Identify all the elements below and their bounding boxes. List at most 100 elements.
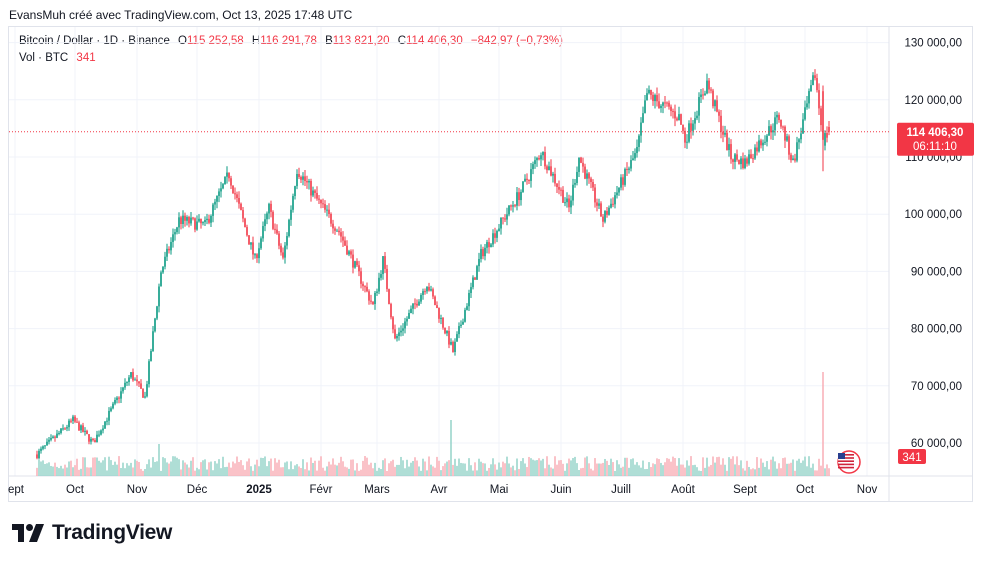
candle-body bbox=[610, 203, 612, 208]
candle-body bbox=[250, 242, 252, 245]
candle bbox=[78, 420, 80, 431]
candle-body bbox=[548, 166, 550, 171]
volume-bar bbox=[160, 470, 162, 476]
candle bbox=[744, 155, 746, 170]
candle bbox=[298, 167, 300, 179]
candle-body bbox=[628, 168, 630, 170]
candle-body bbox=[738, 159, 740, 165]
candle bbox=[736, 149, 738, 162]
volume-bar bbox=[424, 461, 426, 476]
volume-bar bbox=[402, 460, 404, 476]
candle-body bbox=[212, 204, 214, 216]
candle bbox=[638, 134, 640, 152]
candle bbox=[198, 214, 200, 223]
candle-body bbox=[82, 425, 84, 432]
volume-label[interactable]: Vol · BTC bbox=[19, 52, 69, 64]
last-price-value: 114 406,30 bbox=[907, 127, 964, 139]
symbol-legend[interactable]: Bitcoin / Dollar · 1D · Binance O115 252… bbox=[19, 35, 563, 47]
volume-bar bbox=[602, 462, 604, 476]
candle-body bbox=[184, 215, 186, 221]
candle bbox=[722, 125, 724, 143]
candle-body bbox=[76, 421, 78, 423]
candle bbox=[370, 294, 372, 305]
candle bbox=[74, 415, 76, 424]
volume-bar bbox=[798, 458, 800, 476]
candle bbox=[616, 186, 618, 199]
volume-bar bbox=[572, 458, 574, 476]
candle-body bbox=[326, 209, 328, 211]
volume-bar bbox=[552, 468, 554, 476]
candle bbox=[136, 375, 138, 386]
candle-body bbox=[686, 141, 688, 143]
x-tick-label: Nov bbox=[857, 484, 878, 496]
candle-body bbox=[646, 93, 648, 101]
volume-bar bbox=[486, 470, 488, 476]
volume-bar bbox=[450, 420, 452, 476]
volume-bar bbox=[540, 460, 542, 476]
candle-body bbox=[402, 328, 404, 331]
volume-bar bbox=[548, 464, 550, 476]
candle-body bbox=[36, 454, 38, 459]
candle-body bbox=[496, 231, 498, 238]
candle bbox=[784, 125, 786, 149]
candle bbox=[60, 428, 62, 435]
low-label: B bbox=[325, 35, 333, 47]
candle bbox=[58, 430, 60, 436]
volume-bar bbox=[142, 470, 144, 476]
volume-bar bbox=[690, 456, 692, 476]
candle-body bbox=[814, 75, 816, 79]
x-tick-label: Mai bbox=[490, 484, 509, 496]
candle-body bbox=[64, 428, 66, 430]
candle-body bbox=[204, 220, 206, 223]
candle bbox=[386, 264, 388, 292]
volume-bar bbox=[320, 456, 322, 476]
candle-body bbox=[536, 158, 538, 161]
candle bbox=[446, 330, 448, 337]
candle-body bbox=[640, 122, 642, 136]
candle-body bbox=[46, 441, 48, 446]
candle bbox=[352, 249, 354, 274]
candle bbox=[246, 224, 248, 237]
candle bbox=[740, 156, 742, 170]
candle bbox=[754, 144, 756, 160]
candle-body bbox=[72, 416, 74, 421]
candle bbox=[778, 112, 780, 123]
candle bbox=[526, 173, 528, 185]
candle bbox=[672, 108, 674, 119]
candle bbox=[550, 159, 552, 177]
tradingview-logo[interactable]: TradingView bbox=[12, 519, 172, 547]
candle bbox=[344, 236, 346, 246]
us-flag-event-icon[interactable] bbox=[837, 450, 861, 474]
x-tick-label: Juill bbox=[611, 484, 631, 496]
volume-bar bbox=[324, 470, 326, 476]
volume-bar bbox=[688, 465, 690, 476]
volume-bar bbox=[652, 463, 654, 476]
candle-body bbox=[472, 277, 474, 288]
volume-bar bbox=[184, 462, 186, 476]
candle-body bbox=[146, 384, 148, 397]
candle-body bbox=[486, 242, 488, 248]
candle bbox=[618, 187, 620, 196]
candle-body bbox=[116, 397, 118, 401]
volume-bar bbox=[754, 469, 756, 476]
candle-body bbox=[652, 94, 654, 102]
candle-body bbox=[368, 291, 370, 301]
symbol-title[interactable]: Bitcoin / Dollar · 1D · Binance bbox=[19, 35, 170, 47]
candle bbox=[360, 267, 362, 289]
volume-bar bbox=[38, 459, 40, 476]
volume-bar bbox=[206, 469, 208, 476]
candle bbox=[424, 288, 426, 295]
volume-bar bbox=[148, 459, 150, 476]
volume-bar bbox=[746, 460, 748, 476]
candle-body bbox=[266, 213, 268, 220]
candle bbox=[422, 288, 424, 300]
candle-body bbox=[102, 428, 104, 431]
candle bbox=[676, 116, 678, 122]
candle bbox=[114, 397, 116, 406]
volume-bar bbox=[240, 460, 242, 476]
candle bbox=[384, 251, 386, 274]
volume-bar bbox=[334, 464, 336, 476]
volume-bar bbox=[76, 458, 78, 476]
volume-legend[interactable]: Vol · BTC 341 bbox=[19, 52, 96, 64]
